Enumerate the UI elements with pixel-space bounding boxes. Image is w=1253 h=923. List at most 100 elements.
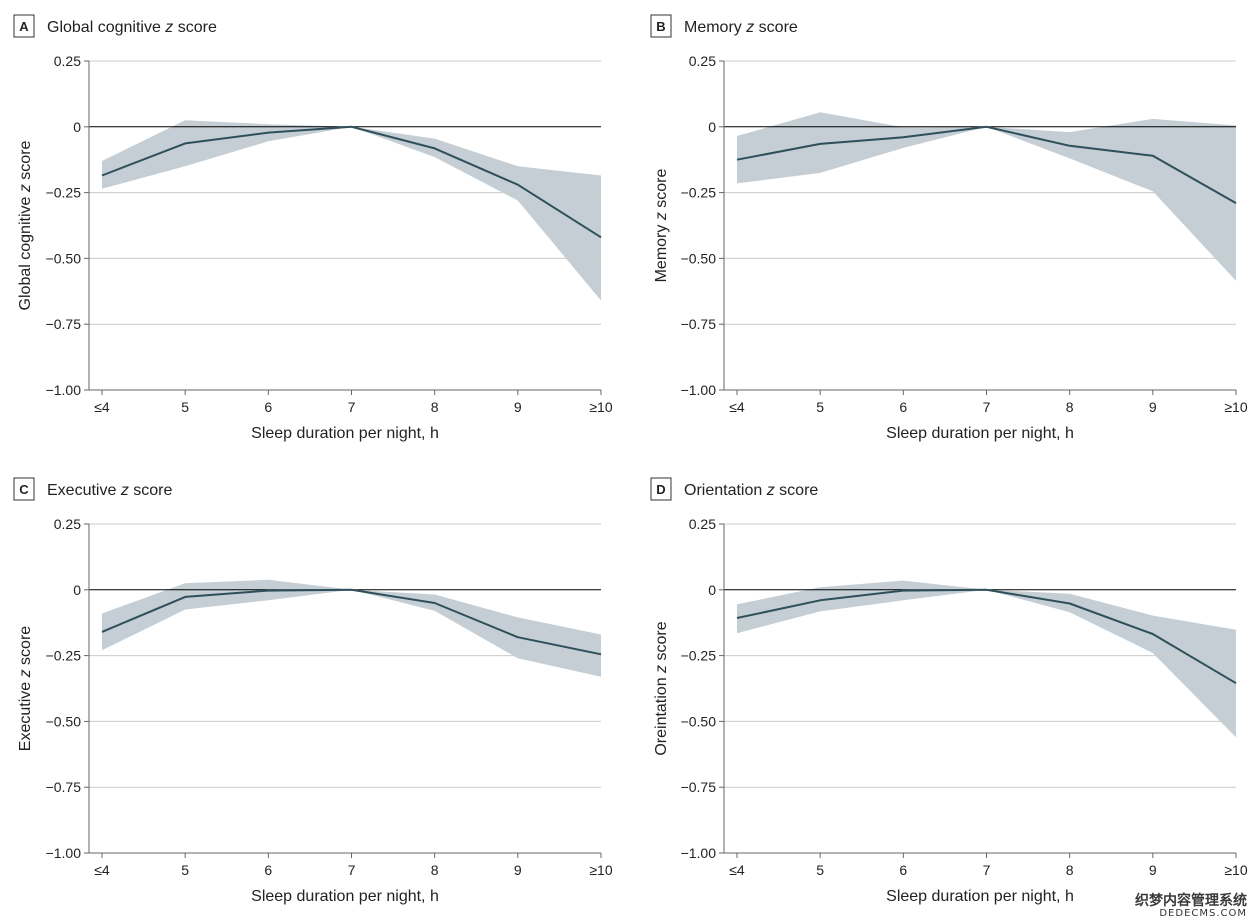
panel-title-prefix: Global cognitive [47, 19, 165, 36]
panel-title-prefix: Executive [47, 482, 121, 499]
panel-letter-box [13, 14, 35, 38]
y-tick-label: 0.25 [54, 516, 81, 532]
watermark: 织梦内容管理系统 DEDECMS.COM [1135, 894, 1247, 919]
y-axis-label-prefix: Global cognitive [17, 192, 34, 310]
y-tick-label: 0 [708, 119, 716, 135]
panel-letter: B [656, 19, 665, 34]
x-tick-label: 6 [899, 399, 907, 415]
panel-title: Memory z score [684, 19, 798, 36]
x-axis-label: Sleep duration per night, h [886, 425, 1074, 442]
x-tick-label: 5 [816, 862, 824, 878]
x-tick-label: 9 [514, 399, 522, 415]
panel-title-italic: z [164, 19, 173, 36]
y-axis-label-suffix: score [653, 621, 670, 665]
x-tick-label: ≤4 [94, 399, 110, 415]
x-tick-label: 8 [431, 399, 439, 415]
y-tick-label: −0.50 [46, 250, 82, 266]
y-axis-label: Oreintation z score [653, 621, 670, 755]
y-axis-label: Memory z score [653, 169, 670, 283]
x-tick-label: 7 [983, 862, 991, 878]
x-tick-label: 5 [181, 862, 189, 878]
y-tick-label: −0.75 [46, 779, 82, 795]
x-tick-label: ≤4 [94, 862, 110, 878]
panel-letter: A [19, 19, 29, 34]
panel-title-suffix: score [775, 482, 819, 499]
x-tick-label: 6 [264, 862, 272, 878]
panel-letter-box [650, 14, 672, 38]
y-tick-label: 0 [708, 582, 716, 598]
y-tick-label: 0.25 [689, 516, 716, 532]
panel-title-prefix: Memory [684, 19, 746, 36]
confidence-band [102, 579, 601, 677]
y-tick-label: −1.00 [681, 382, 717, 398]
y-axis-label-suffix: score [653, 169, 670, 213]
chart-panel-b: B Memory z score 0.25 0 −0.25 −0.50 −0.75 −1.00… [650, 14, 1248, 442]
panel-title-prefix: Orientation [684, 482, 767, 499]
confidence-band [102, 120, 601, 301]
panel-letter-box [13, 477, 35, 501]
x-tick-label: ≥10 [1224, 862, 1247, 878]
y-tick-label: −0.25 [46, 185, 82, 201]
x-tick-label: ≤4 [729, 399, 745, 415]
y-axis-label-prefix: Memory [653, 220, 670, 282]
x-tick-label: ≥10 [1224, 399, 1247, 415]
x-tick-label: 7 [348, 399, 356, 415]
x-tick-label: 8 [1066, 862, 1074, 878]
panel-title: Global cognitive z score [47, 19, 217, 36]
panel-letter: C [19, 482, 29, 497]
y-axis-label-italic: z [17, 184, 34, 193]
x-tick-label: 7 [348, 862, 356, 878]
x-tick-label: 8 [1066, 399, 1074, 415]
x-tick-label: 9 [1149, 399, 1157, 415]
y-tick-label: 0.25 [54, 53, 81, 69]
y-tick-label: −0.75 [681, 316, 717, 332]
panel-letter-box [650, 477, 672, 501]
x-tick-label: ≥10 [589, 399, 612, 415]
x-tick-label: 6 [264, 399, 272, 415]
panel-title-suffix: score [754, 19, 798, 36]
x-axis-label: Sleep duration per night, h [886, 888, 1074, 905]
x-tick-label: ≥10 [589, 862, 612, 878]
y-axis-label-suffix: score [17, 140, 34, 184]
x-tick-label: ≤4 [729, 862, 745, 878]
chart-panel-a: A Global cognitive z score 0.25 0 −0.25 −0.50… [13, 14, 613, 442]
x-axis-label: Sleep duration per night, h [251, 425, 439, 442]
x-tick-label: 5 [181, 399, 189, 415]
y-tick-label: −0.25 [46, 648, 82, 664]
y-axis-label-suffix: score [17, 626, 34, 670]
chart-panel-d: D Orientation z score 0.25 0 −0.25 −0.50 −0.75… [650, 477, 1248, 905]
y-tick-label: −0.25 [681, 185, 717, 201]
y-axis-label: Executive z score [17, 626, 34, 751]
y-tick-label: 0.25 [689, 53, 716, 69]
y-tick-label: −0.75 [681, 779, 717, 795]
y-axis-label-prefix: Oreintation [653, 673, 670, 756]
panel-title-suffix: score [129, 482, 173, 499]
y-tick-label: −1.00 [46, 845, 82, 861]
x-tick-label: 6 [899, 862, 907, 878]
panel-title-italic: z [120, 482, 129, 499]
watermark-line1: 织梦内容管理系统 [1135, 892, 1247, 909]
confidence-band [737, 112, 1236, 281]
x-tick-label: 9 [1149, 862, 1157, 878]
panel-title-suffix: score [173, 19, 217, 36]
y-axis-label: Global cognitive z score [17, 140, 34, 310]
y-tick-label: 0 [73, 582, 81, 598]
y-axis-label-italic: z [653, 212, 670, 221]
y-tick-label: −1.00 [46, 382, 82, 398]
x-tick-label: 8 [431, 862, 439, 878]
chart-panel-c: C Executive z score 0.25 0 −0.25 −0.50 −0.75 −1… [13, 477, 613, 905]
y-tick-label: −0.75 [46, 316, 82, 332]
panel-title-italic: z [766, 482, 775, 499]
panel-title-italic: z [745, 19, 754, 36]
panel-title: Executive z score [47, 482, 172, 499]
y-tick-label: −0.50 [46, 713, 82, 729]
panel-letter: D [656, 482, 665, 497]
x-tick-label: 5 [816, 399, 824, 415]
x-axis-label: Sleep duration per night, h [251, 888, 439, 905]
y-tick-label: −0.50 [681, 713, 717, 729]
y-tick-label: −1.00 [681, 845, 717, 861]
y-tick-label: −0.50 [681, 250, 717, 266]
panel-title: Orientation z score [684, 482, 818, 499]
y-tick-label: −0.25 [681, 648, 717, 664]
y-axis-label-italic: z [17, 669, 34, 678]
